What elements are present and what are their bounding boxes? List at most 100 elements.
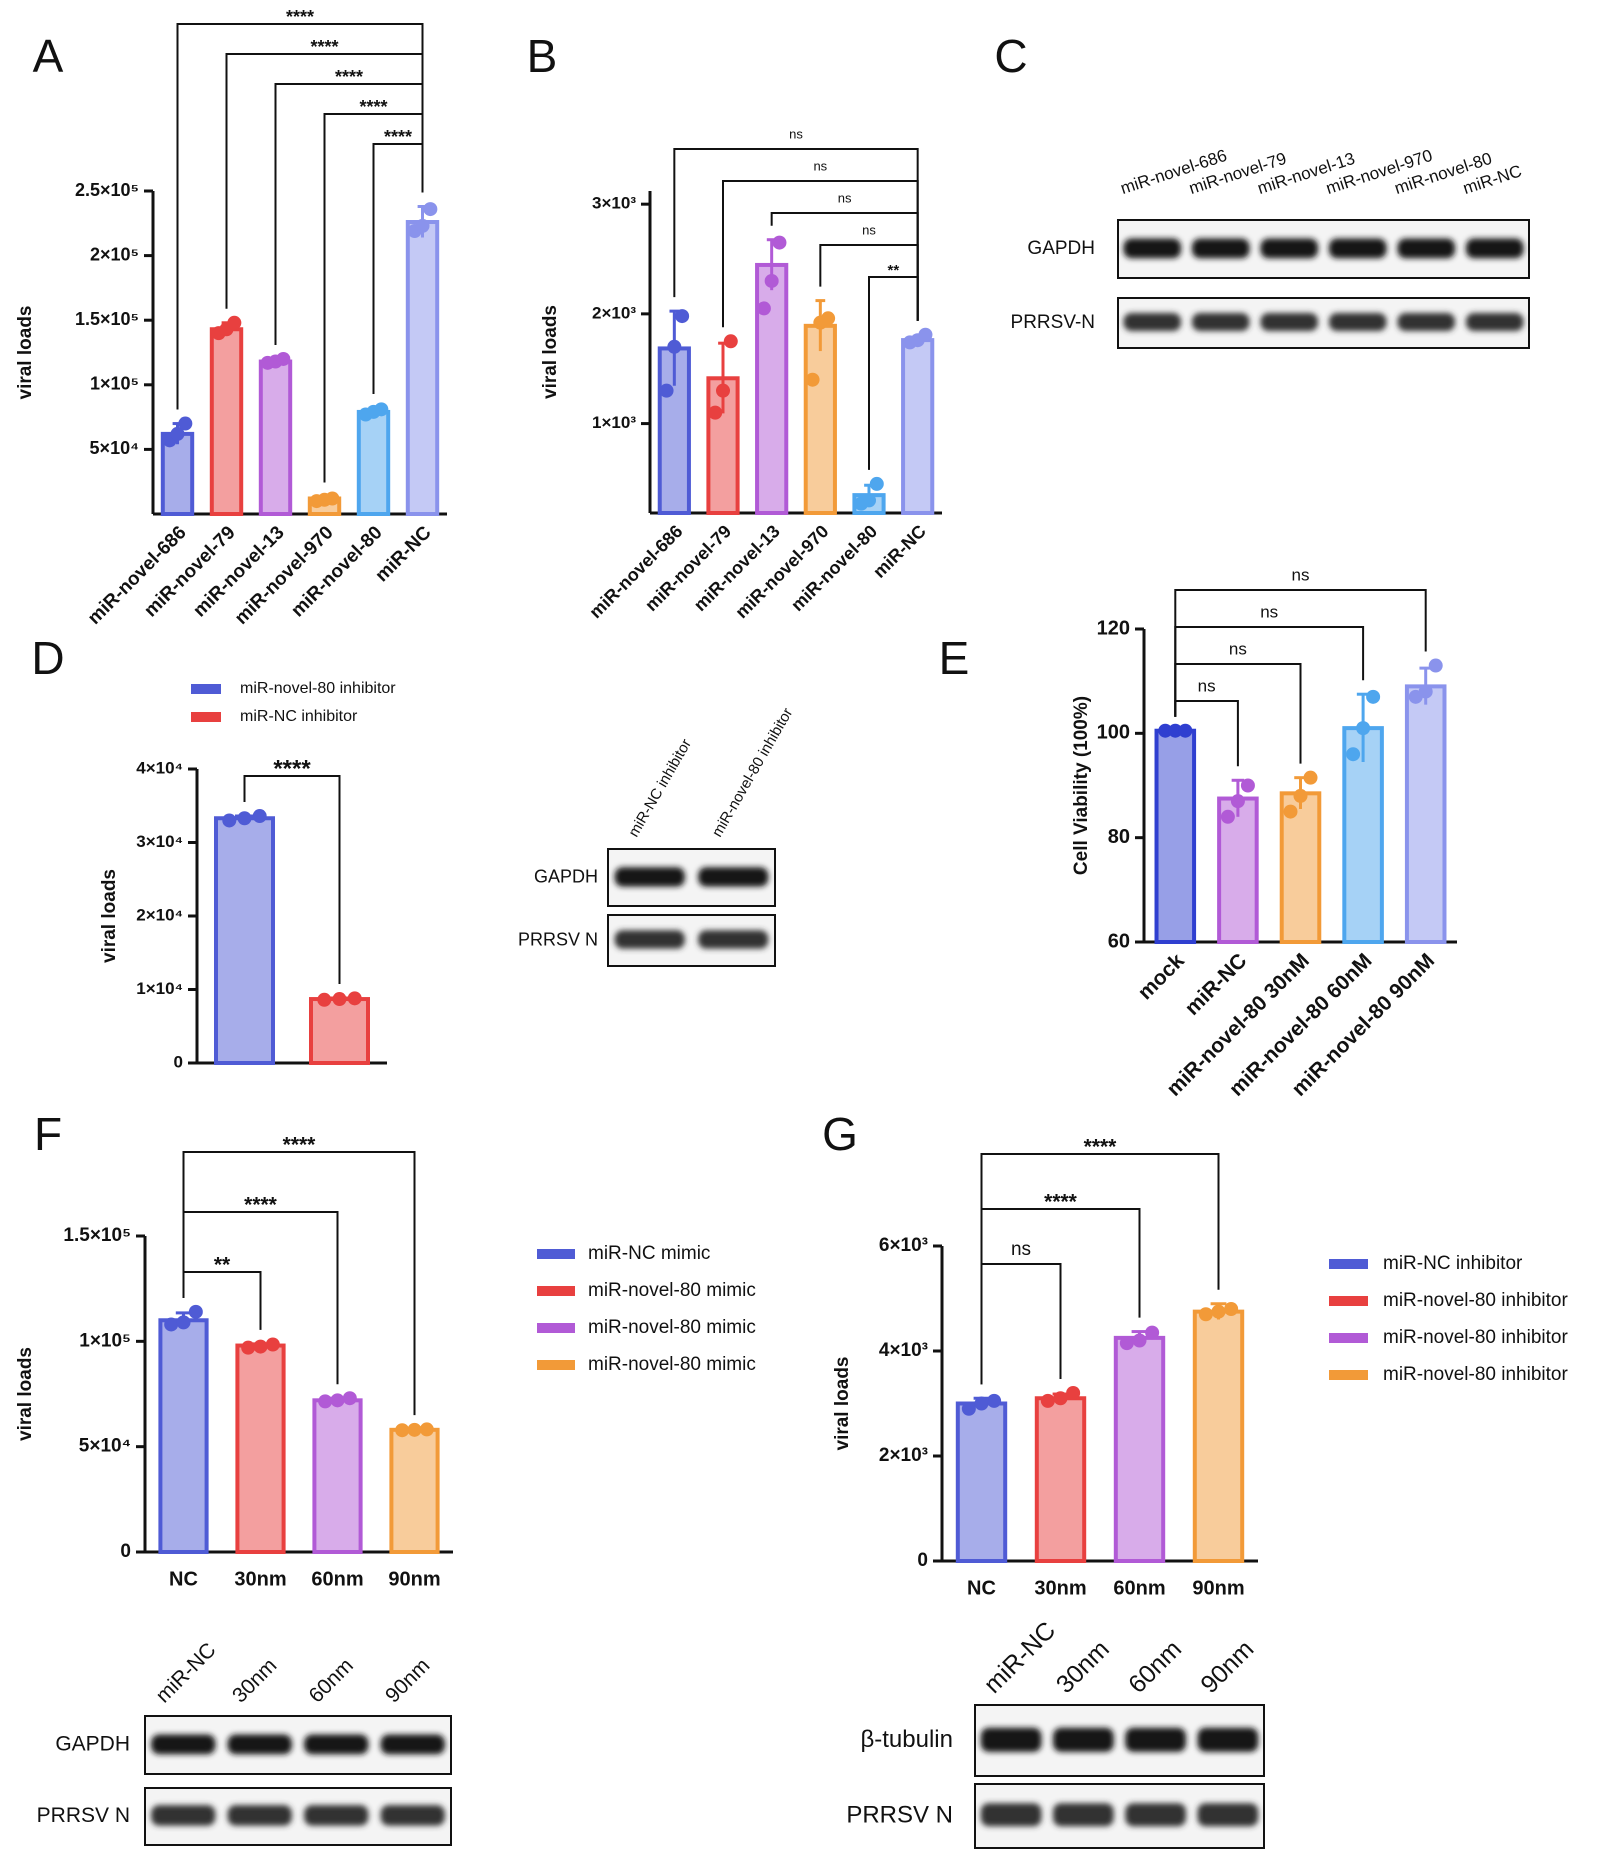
blot-band [1465, 238, 1524, 259]
data-point [1366, 689, 1381, 704]
data-point [675, 309, 690, 324]
lane-label: 90nm [1195, 1635, 1259, 1699]
row-label: PRRSV N [846, 1801, 953, 1828]
data-point [1224, 1302, 1239, 1316]
panel-letter: B [527, 30, 558, 82]
legend-swatch [191, 684, 221, 694]
blot-band [304, 1734, 369, 1755]
y-tick-label: 3×10³ [592, 194, 636, 213]
data-point [772, 235, 787, 250]
significance-bracket [182, 1211, 339, 1385]
data-point [241, 1340, 256, 1355]
significance-label: ns [1229, 639, 1247, 658]
significance-label: ** [887, 262, 899, 279]
y-axis-label: viral loads [15, 1347, 36, 1441]
lane-label: 60nm [1123, 1635, 1187, 1699]
significance-bracket [243, 775, 341, 984]
y-tick-label: 4×10³ [879, 1340, 928, 1361]
data-point [419, 1422, 434, 1437]
x-tick-label: 60nm [311, 1568, 363, 1590]
blot-band [614, 867, 685, 887]
bar [214, 816, 275, 1065]
significance-label: ns [862, 222, 876, 237]
x-tick-label: 60nm [1113, 1577, 1165, 1599]
data-point [330, 1393, 345, 1408]
significance-bracket [1174, 626, 1365, 717]
significance-bracket [980, 1153, 1220, 1385]
legend-swatch [537, 1249, 575, 1259]
row-label: GAPDH [534, 866, 598, 886]
bar [1342, 726, 1384, 944]
data-point [1230, 794, 1245, 809]
bar [1154, 728, 1197, 944]
data-point [974, 1396, 989, 1411]
significance-label: ns [838, 190, 852, 205]
data-point [1428, 658, 1443, 673]
data-point [395, 1423, 410, 1438]
blot-band [1465, 313, 1524, 331]
lane-label: 90nm [381, 1654, 434, 1707]
data-point [265, 1337, 280, 1352]
significance-label: ** [214, 1254, 231, 1277]
data-point [325, 491, 340, 506]
panel-letter: G [822, 1108, 858, 1160]
bar [209, 327, 244, 516]
legend-label: miR-novel-80 mimic [588, 1280, 756, 1301]
legend-label: miR-NC inhibitor [240, 708, 358, 725]
y-axis-label: Cell Viability (100%) [1071, 696, 1092, 875]
data-point [347, 991, 362, 1006]
data-point [1283, 804, 1298, 819]
significance-label: ns [1198, 676, 1216, 695]
y-tick-label: 6×10³ [879, 1235, 928, 1256]
data-point [862, 493, 876, 508]
significance-label: **** [1044, 1191, 1078, 1214]
x-tick-label: mock [1134, 949, 1189, 1004]
legend-label: miR-NC mimic [588, 1243, 710, 1264]
data-point [723, 334, 738, 349]
y-tick-label: 2×10⁵ [90, 244, 139, 264]
x-tick-label: miR-novel-80 [787, 521, 881, 615]
legend-swatch [537, 1323, 575, 1333]
significance-label: **** [286, 7, 314, 27]
data-point [176, 1315, 191, 1330]
data-point [1293, 788, 1308, 803]
x-tick-label: miR-novel-79 [641, 521, 735, 615]
data-point [1220, 809, 1235, 824]
lane-label: 60nm [304, 1654, 357, 1707]
x-tick-label: miR-NC [869, 521, 930, 582]
panel-letter: F [34, 1108, 62, 1160]
data-point [227, 315, 242, 330]
bar [803, 323, 837, 515]
blot-band [1197, 1803, 1259, 1827]
blot-band [1191, 238, 1250, 259]
blot-band [380, 1805, 445, 1826]
data-point [170, 426, 185, 441]
data-point [1040, 1393, 1055, 1408]
row-label: GAPDH [55, 1733, 130, 1756]
blot-band [151, 1734, 216, 1755]
y-tick-label: 5×10⁴ [79, 1436, 131, 1457]
row-label: PRRSV-N [1011, 312, 1095, 333]
x-tick-label: 30nm [234, 1568, 286, 1590]
blot-band [380, 1734, 445, 1755]
significance-bracket [274, 83, 424, 345]
significance-label: ns [789, 126, 803, 141]
data-point [1158, 723, 1173, 738]
blot-band [1328, 313, 1387, 331]
row-label: GAPDH [1027, 238, 1095, 259]
y-tick-label: 1×10³ [592, 413, 636, 432]
y-tick-label: 4×10⁴ [136, 758, 183, 777]
blot-band [1397, 313, 1456, 331]
data-point [318, 1394, 333, 1409]
row-label: β-tubulin [860, 1726, 953, 1753]
legend-swatch [191, 712, 221, 722]
data-point [1240, 778, 1255, 793]
blot-band [1260, 238, 1319, 259]
data-point [1119, 1336, 1134, 1351]
blot-band [698, 867, 769, 887]
legend-label: miR-novel-80 inhibitor [1383, 1327, 1568, 1348]
data-point [276, 351, 291, 366]
data-point [1145, 1325, 1160, 1340]
bar [405, 220, 440, 516]
legend-label: miR-novel-80 mimic [588, 1354, 756, 1375]
